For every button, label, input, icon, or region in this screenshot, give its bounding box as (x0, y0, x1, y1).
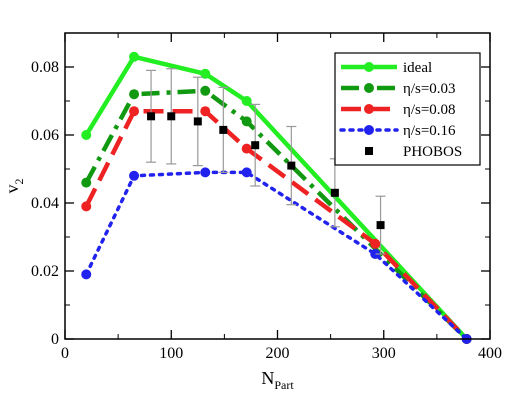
data-point (129, 106, 140, 117)
legend-label: ideal (403, 60, 432, 76)
x-tick-label: 100 (159, 345, 183, 362)
data-point (200, 68, 211, 79)
legend-label: η/s=0.08 (403, 102, 456, 118)
data-point (241, 116, 252, 127)
legend-label: η/s=0.16 (403, 123, 456, 139)
y-axis-title-main: v (2, 185, 22, 194)
y-tick-label: 0 (51, 331, 59, 348)
data-point (81, 201, 92, 212)
data-point (241, 167, 252, 178)
data-point (147, 112, 156, 121)
data-point (200, 85, 211, 96)
legend-marker (365, 147, 373, 155)
plot-frame (64, 32, 491, 340)
legend-label: η/s=0.03 (403, 81, 456, 97)
y-tick-label: 0.02 (31, 263, 59, 280)
data-point (287, 161, 296, 170)
series-phobos (146, 68, 386, 255)
legend-marker (364, 125, 374, 135)
x-tick-label: 300 (372, 345, 396, 362)
data-point (241, 96, 252, 106)
data-point (81, 177, 92, 188)
y-tick-label: 0.08 (31, 59, 59, 76)
data-point (219, 125, 228, 134)
data-point (200, 106, 211, 117)
x-tick-label: 200 (266, 345, 290, 362)
legend-item-s-0-16: η/s=0.16 (339, 123, 456, 139)
series-s-0-16 (81, 167, 472, 344)
data-point (241, 143, 252, 154)
legend-item-s-0-03: η/s=0.03 (341, 81, 456, 97)
data-point (81, 130, 92, 140)
data-point (251, 141, 260, 150)
y-axis-title: v2 (2, 179, 26, 194)
legend-marker (364, 83, 374, 93)
y-tick-label: 0.06 (31, 127, 59, 144)
data-point (129, 89, 140, 100)
data-point (200, 167, 211, 178)
x-axis-title: NPart (261, 368, 294, 392)
data-point (193, 117, 202, 126)
y-axis-title-subscript: 2 (12, 179, 26, 185)
legend: ideal η/s=0.03 η/s=0.08 η/s=0.16 PHOBOS (334, 52, 481, 166)
x-tick-label: 0 (61, 345, 69, 362)
x-axis-title-main: N (261, 368, 274, 388)
y-tick-label: 0.04 (31, 195, 59, 212)
data-point (376, 221, 385, 230)
legend-marker (364, 104, 374, 114)
data-point (370, 249, 381, 259)
legend-marker (364, 62, 374, 72)
data-point (330, 188, 339, 197)
x-axis-title-subscript: Part (274, 378, 294, 392)
x-tick-label: 400 (478, 345, 502, 362)
data-point (129, 51, 140, 62)
data-point (167, 112, 176, 121)
data-point (81, 269, 92, 280)
data-point (129, 170, 140, 181)
legend-item-phobos: PHOBOS (365, 144, 462, 160)
data-point (370, 238, 381, 249)
legend-item-ideal: ideal (341, 60, 432, 76)
plot-data (81, 51, 472, 344)
legend-label: PHOBOS (403, 144, 462, 160)
series-line (84, 170, 469, 341)
legend-item-s-0-08: η/s=0.08 (341, 102, 456, 118)
